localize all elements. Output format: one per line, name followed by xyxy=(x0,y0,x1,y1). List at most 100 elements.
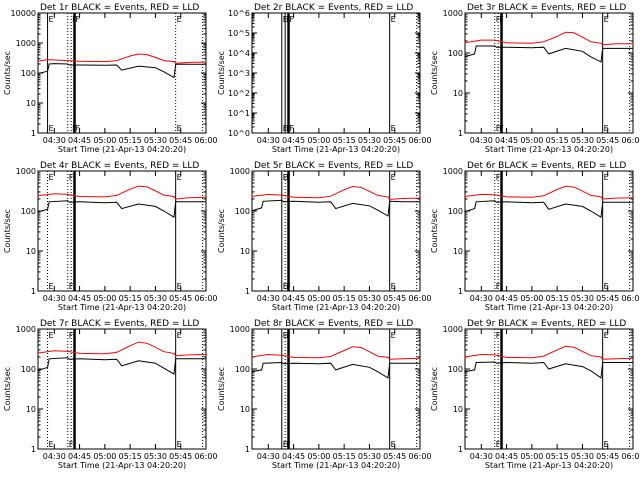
x-tick-label: 06:00 xyxy=(408,294,431,303)
series-events-line xyxy=(464,45,633,63)
series-events-line xyxy=(464,361,633,379)
y-tick-label: 100 xyxy=(448,365,463,374)
marker-label: E xyxy=(604,173,609,182)
y-tick-label: 1 xyxy=(31,445,36,454)
x-tick-label: 05:30 xyxy=(358,294,381,303)
y-tick-label: 1 xyxy=(458,287,463,296)
x-axis-label: Start Time (21-Apr-13 04:20:20) xyxy=(485,303,613,312)
plot-frame xyxy=(251,328,421,450)
x-axis-label: Start Time (21-Apr-13 04:20:20) xyxy=(272,461,400,470)
x-tick-label: 04:45 xyxy=(282,294,305,303)
panel-title: Det 5r BLACK = Events, RED = LLD xyxy=(254,161,413,171)
x-tick-label: 05:15 xyxy=(119,294,142,303)
marker-label-bottom: E xyxy=(391,282,396,291)
marker-label-bottom: E xyxy=(177,124,182,133)
panel-title: Det 3r BLACK = Events, RED = LLD xyxy=(467,3,626,13)
series-lld-line xyxy=(37,53,207,64)
panel-title: Det 4r BLACK = Events, RED = LLD xyxy=(40,161,199,171)
y-tick-label: 100 xyxy=(448,207,463,216)
series-lld-line xyxy=(464,345,634,360)
marker-label-bottom: E xyxy=(49,282,54,291)
x-tick-label: 04:30 xyxy=(43,294,66,303)
panel-det-5: Det 5r BLACK = Events, RED = LLD 1 10 100 10… xyxy=(217,161,432,312)
x-tick-label: 04:45 xyxy=(68,294,91,303)
panel-det-4: Det 4r BLACK = Events, RED = LLD 1 10 100 10… xyxy=(3,161,218,312)
x-tick-label: 06:00 xyxy=(408,136,431,145)
marker-label: E xyxy=(177,331,182,340)
y-tick-label: 10 xyxy=(26,247,36,256)
x-axis-label: Start Time (21-Apr-13 04:20:20) xyxy=(485,145,613,154)
panel-det-8: Det 8r BLACK = Events, RED = LLD 1 10 100 10… xyxy=(217,319,432,470)
y-tick-label: 1 xyxy=(31,287,36,296)
x-tick-label: 05:30 xyxy=(358,452,381,461)
plot-frame xyxy=(251,12,421,134)
y-tick-label: 100 xyxy=(448,49,463,58)
plot-frame xyxy=(37,328,207,450)
x-tick-label: 04:30 xyxy=(470,136,493,145)
marker-label: F xyxy=(76,15,81,24)
panel-det-2: Det 2r BLACK = Events, RED = LLD 10^0 10^1… xyxy=(217,3,432,154)
x-tick-label: 06:00 xyxy=(194,452,217,461)
x-tick-label: 05:30 xyxy=(571,136,594,145)
y-axis-label: Counts/sec xyxy=(217,367,226,411)
x-axis-label: Start Time (21-Apr-13 04:20:20) xyxy=(58,461,186,470)
marker-label-bottom: E xyxy=(604,124,609,133)
x-tick-label: 06:00 xyxy=(408,452,431,461)
marker-label-bottom: E xyxy=(391,124,396,133)
x-tick-label: 05:00 xyxy=(93,452,116,461)
y-tick-label: 1000 xyxy=(443,325,463,334)
series-events-line xyxy=(37,357,206,375)
x-tick-label: 04:45 xyxy=(282,136,305,145)
panel-title: Det 9r BLACK = Events, RED = LLD xyxy=(467,319,626,329)
marker-label: E xyxy=(49,173,54,182)
marker-label: E xyxy=(49,331,54,340)
x-axis-label: Start Time (21-Apr-13 04:20:20) xyxy=(485,461,613,470)
series-events-line xyxy=(251,361,420,379)
y-tick-label: 10^6 xyxy=(228,9,250,18)
y-axis-label: Counts/sec xyxy=(217,209,226,253)
x-tick-label: 05:15 xyxy=(546,452,569,461)
x-tick-label: 04:30 xyxy=(470,452,493,461)
x-axis-label: Start Time (21-Apr-13 04:20:20) xyxy=(58,303,186,312)
x-tick-label: 04:45 xyxy=(495,136,518,145)
y-tick-label: 10 xyxy=(240,247,250,256)
marker-label-bottom: E xyxy=(49,124,54,133)
y-tick-label: 1 xyxy=(458,129,463,138)
marker-label-bottom: E xyxy=(49,440,54,449)
marker-label-bottom: F xyxy=(69,440,74,449)
series-events-line xyxy=(251,199,420,217)
panel-det-1: Det 1r BLACK = Events, RED = LLD 1 10 100 10… xyxy=(3,3,218,154)
x-tick-label: 06:00 xyxy=(621,294,640,303)
x-tick-label: 05:30 xyxy=(144,452,167,461)
y-tick-label: 1000 xyxy=(443,9,463,18)
marker-label-bottom: E xyxy=(604,282,609,291)
series-lld-line xyxy=(251,346,421,360)
x-tick-label: 05:30 xyxy=(358,136,381,145)
series-lld-line xyxy=(251,185,421,200)
y-tick-label: 1 xyxy=(245,287,250,296)
x-tick-label: 05:00 xyxy=(93,136,116,145)
x-tick-label: 05:00 xyxy=(93,294,116,303)
y-tick-label: 1000 xyxy=(443,167,463,176)
y-tick-label: 1 xyxy=(458,445,463,454)
y-axis-label: Counts/sec xyxy=(3,51,12,95)
plot-frame xyxy=(464,328,634,450)
x-tick-label: 05:30 xyxy=(571,294,594,303)
y-tick-label: 10^0 xyxy=(228,129,250,138)
x-tick-label: 05:00 xyxy=(520,136,543,145)
marker-label-bottom: E xyxy=(391,440,396,449)
y-tick-label: 100 xyxy=(21,69,36,78)
marker-label-bottom: E xyxy=(177,440,182,449)
marker-label-bottom: F xyxy=(496,440,501,449)
marker-label-bottom: F xyxy=(496,124,501,133)
y-tick-label: 1000 xyxy=(230,325,250,334)
series-events-line xyxy=(37,63,206,79)
marker-label: E xyxy=(49,15,54,24)
x-tick-label: 06:00 xyxy=(194,294,217,303)
panel-det-9: Det 9r BLACK = Events, RED = LLD 1 10 100 10… xyxy=(430,319,640,470)
x-tick-label: 06:00 xyxy=(194,136,217,145)
x-tick-label: 04:45 xyxy=(495,452,518,461)
x-tick-label: 04:45 xyxy=(495,294,518,303)
y-axis-label: Counts/sec xyxy=(3,367,12,411)
